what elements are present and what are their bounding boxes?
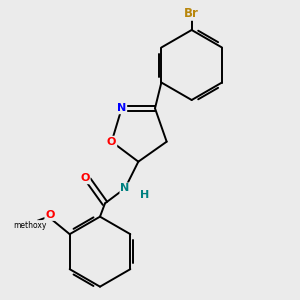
Text: methoxy: methoxy xyxy=(13,220,47,230)
Text: N: N xyxy=(117,103,126,113)
Text: N: N xyxy=(120,183,130,193)
Text: H: H xyxy=(140,190,150,200)
Text: O: O xyxy=(107,137,116,147)
Text: Br: Br xyxy=(184,7,199,20)
Text: O: O xyxy=(80,173,90,183)
Text: O: O xyxy=(45,210,55,220)
